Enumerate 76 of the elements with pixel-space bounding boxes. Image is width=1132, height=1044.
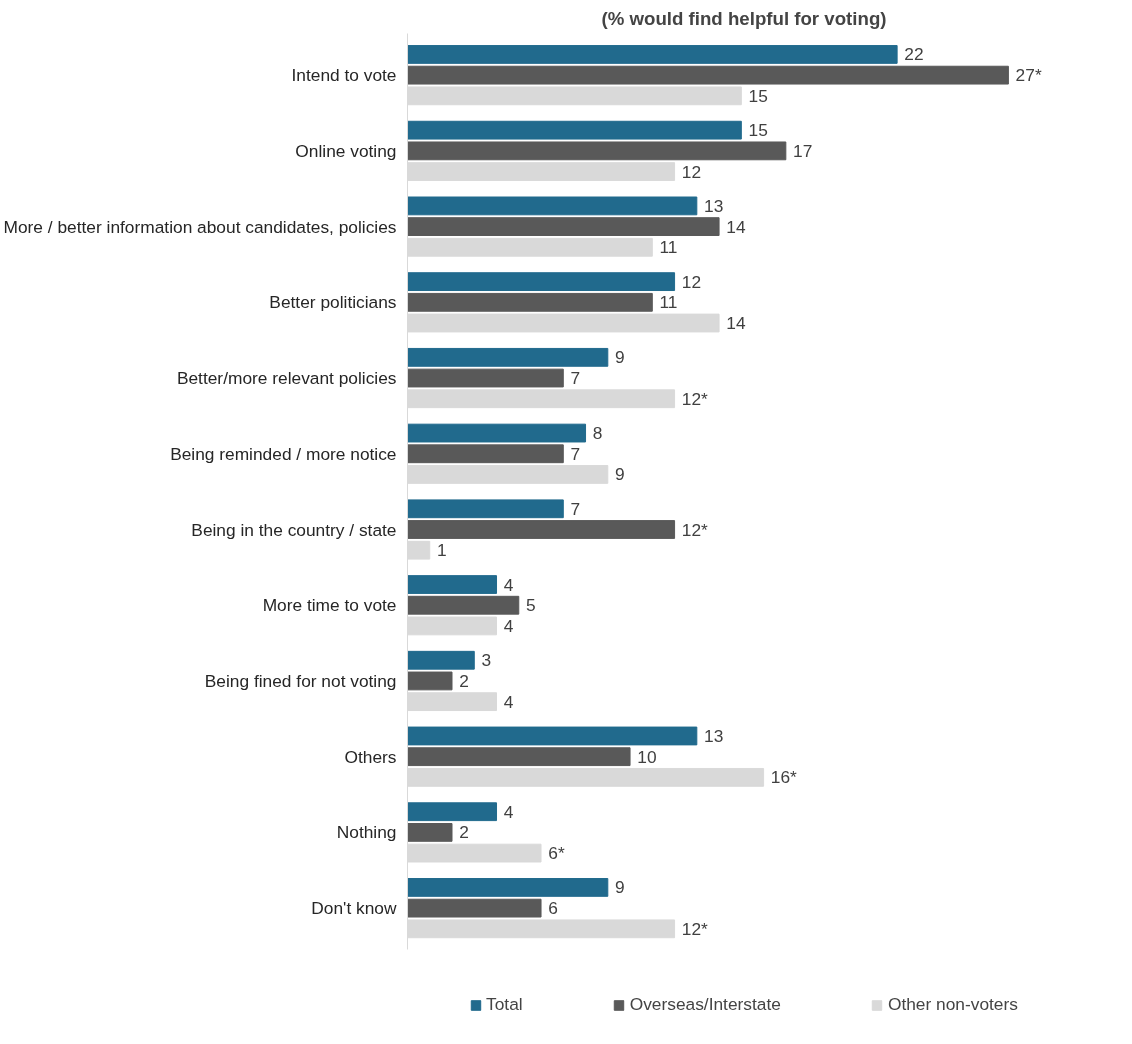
- data-label: 16*: [770, 767, 798, 788]
- y-tick-label: Intend to vote: [291, 65, 397, 86]
- bar: [407, 423, 587, 443]
- data-label: 15: [748, 85, 768, 106]
- bar: [407, 575, 498, 594]
- data-label: 22: [904, 44, 924, 65]
- data-label: 12*: [681, 519, 709, 540]
- data-label: 7: [570, 498, 581, 519]
- bar: [407, 650, 475, 670]
- bar: [407, 726, 698, 746]
- bar: [407, 595, 520, 615]
- data-label: 4: [503, 574, 514, 595]
- data-label: 17: [793, 140, 813, 161]
- bar: [407, 292, 653, 312]
- bar: [407, 747, 631, 767]
- bar: [407, 120, 742, 140]
- chart-title: (% would find helpful for voting): [601, 7, 887, 29]
- bar: [407, 878, 609, 897]
- data-label: 12*: [681, 388, 709, 409]
- data-label: 10: [637, 746, 657, 767]
- data-label: 2: [459, 822, 469, 843]
- bar: [407, 65, 1009, 85]
- y-tick-label: Being fined for not voting: [204, 670, 397, 691]
- legend-label: Total: [486, 994, 523, 1015]
- bar: [407, 520, 676, 539]
- y-tick-label: More time to vote: [262, 595, 397, 616]
- y-tick-label: Online voting: [295, 140, 397, 161]
- bar: [407, 196, 698, 216]
- data-label: 6: [548, 898, 558, 919]
- bar: [407, 217, 720, 236]
- data-label: 13: [704, 725, 724, 746]
- y-tick-label: More / better information about candidates, policies: [3, 216, 397, 237]
- data-label: 9: [615, 347, 625, 368]
- bar: [407, 368, 564, 388]
- data-label: 12*: [681, 918, 709, 939]
- data-label: 12: [681, 161, 702, 182]
- bar: [407, 671, 453, 691]
- y-tick-label: Better politicians: [269, 292, 397, 313]
- bar: [407, 272, 676, 292]
- legend-label: Other non-voters: [887, 994, 1018, 1015]
- data-label: 9: [615, 464, 625, 485]
- data-label: 13: [704, 195, 724, 216]
- y-tick-label: Nothing: [336, 822, 397, 843]
- y-tick-label: Being in the country / state: [191, 519, 397, 540]
- y-tick-label: Better/more relevant policies: [176, 368, 397, 389]
- data-label: 2: [459, 670, 469, 691]
- bar: [407, 898, 542, 918]
- data-label: 4: [503, 691, 514, 712]
- y-tick-label: Don't know: [311, 898, 397, 919]
- bar: [407, 45, 898, 64]
- data-label: 5: [525, 595, 536, 616]
- legend-label: Overseas/Interstate: [629, 994, 781, 1015]
- data-label: 8: [592, 423, 603, 444]
- data-label: 9: [615, 877, 625, 898]
- bar: [407, 347, 609, 367]
- data-label: 14: [726, 216, 746, 237]
- bar: [407, 802, 498, 822]
- y-tick-label: Others: [344, 746, 397, 767]
- bar: [407, 444, 564, 464]
- data-label: 6*: [548, 843, 565, 864]
- data-label: 7: [570, 368, 581, 389]
- data-label: 11: [659, 292, 678, 313]
- bar: [407, 823, 453, 842]
- data-label: 15: [748, 120, 768, 141]
- data-label: 3: [481, 650, 492, 671]
- y-tick-label: Being reminded / more notice: [170, 443, 397, 464]
- data-label: 12: [681, 271, 702, 292]
- data-label: 27*: [1015, 65, 1042, 86]
- data-label: 14: [726, 313, 746, 334]
- data-label: 11: [659, 237, 678, 258]
- data-label: 1: [436, 540, 447, 561]
- bar: [407, 141, 787, 161]
- data-label: 4: [503, 615, 514, 636]
- data-label: 4: [503, 801, 514, 822]
- bar: [407, 499, 564, 519]
- data-label: 7: [570, 443, 581, 464]
